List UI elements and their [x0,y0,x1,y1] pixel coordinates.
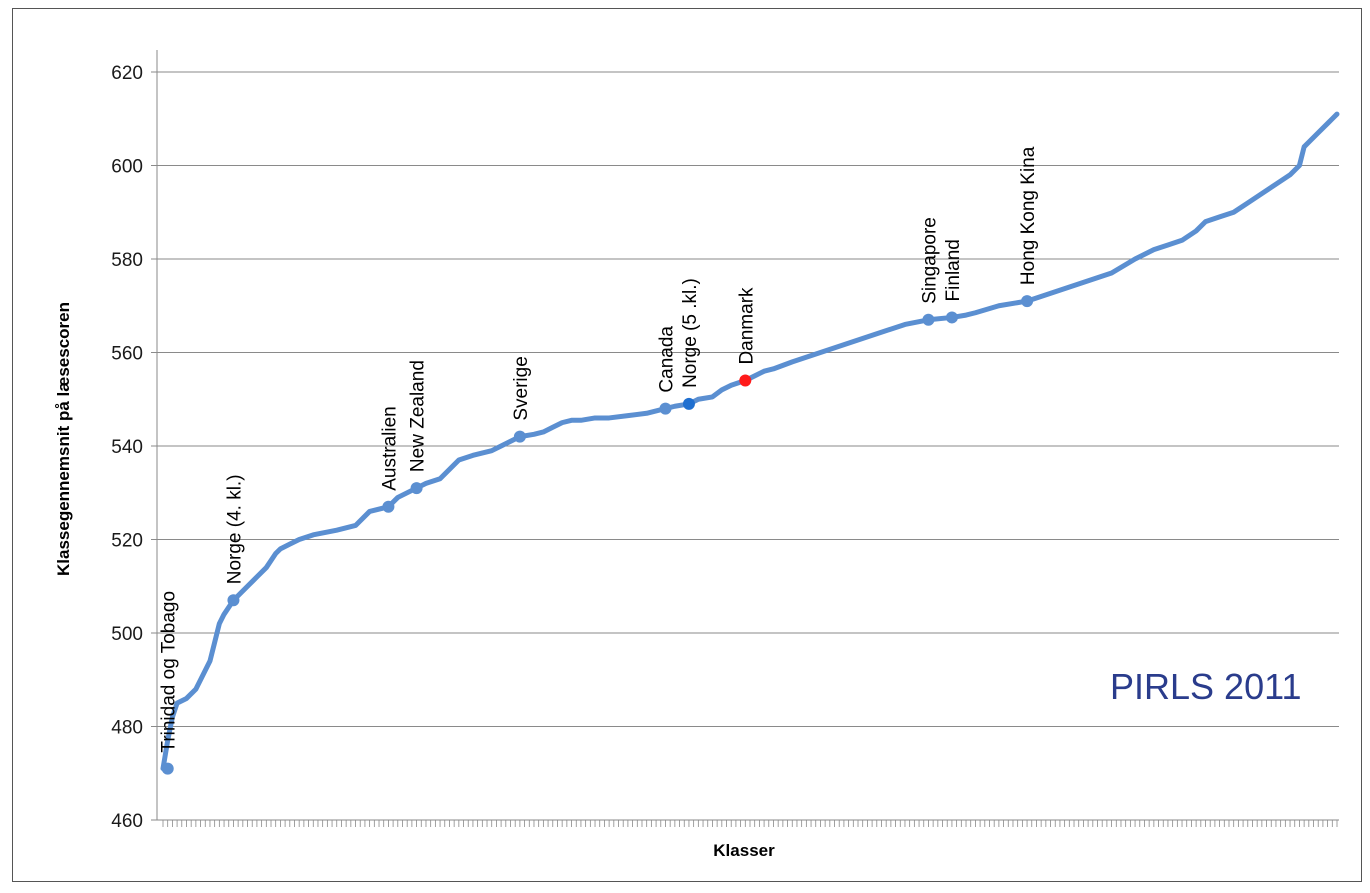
y-axis-title: Klassegennemsnit på læsescoren [54,302,73,576]
y-tick-label: 540 [111,437,143,458]
country-label: Danmark [736,287,757,365]
x-axis-title: Klasser [713,841,775,860]
highlight-point [945,311,958,324]
country-label: Norge (5 .kl.) [680,278,701,388]
highlight-points [161,295,1034,775]
highlight-point [682,397,695,410]
highlight-point [1021,295,1034,308]
country-label: Sverige [511,356,532,420]
country-label: Finland [943,239,964,301]
highlight-point [382,500,395,513]
reading-score-chart: 460 480 500 520 540 560 580 600 620 Trinidad og … [54,50,1340,860]
series-line [160,111,1340,772]
highlight-point [922,313,935,326]
highlight-point [513,430,526,443]
country-label: Trinidad og Tobago [159,591,180,753]
y-tick-label: 480 [111,718,143,739]
y-tick-label: 560 [111,344,143,365]
y-tick-label: 600 [111,157,143,178]
highlight-point [227,594,240,607]
country-label: Norge (4. kl.) [224,474,245,584]
country-label: Australien [379,406,400,491]
pirls-watermark: PIRLS 2011 [1110,666,1301,707]
gridlines [157,71,1339,727]
y-tick-label: 460 [111,811,143,832]
highlight-point [739,374,752,387]
y-tick-label: 520 [111,531,143,552]
y-tick-label: 620 [111,63,143,84]
x-tick-marks [162,820,1338,827]
y-tick-label: 580 [111,250,143,271]
highlight-point [659,402,672,415]
axes: 460 480 500 520 540 560 580 600 620 [111,50,1339,832]
highlight-point [161,762,174,775]
country-label: New Zealand [408,360,429,472]
country-label: Singapore [919,217,940,304]
country-labels: Trinidad og Tobago Norge (4. kl.) Australi… [159,146,1039,752]
chart-frame: 460 480 500 520 540 560 580 600 620 Trinidad og … [12,8,1362,882]
country-label: Hong Kong Kina [1018,146,1039,285]
country-label: Canada [656,326,677,393]
highlight-point [410,482,423,495]
series-layer [160,111,1340,772]
y-tick-label: 500 [111,624,143,645]
